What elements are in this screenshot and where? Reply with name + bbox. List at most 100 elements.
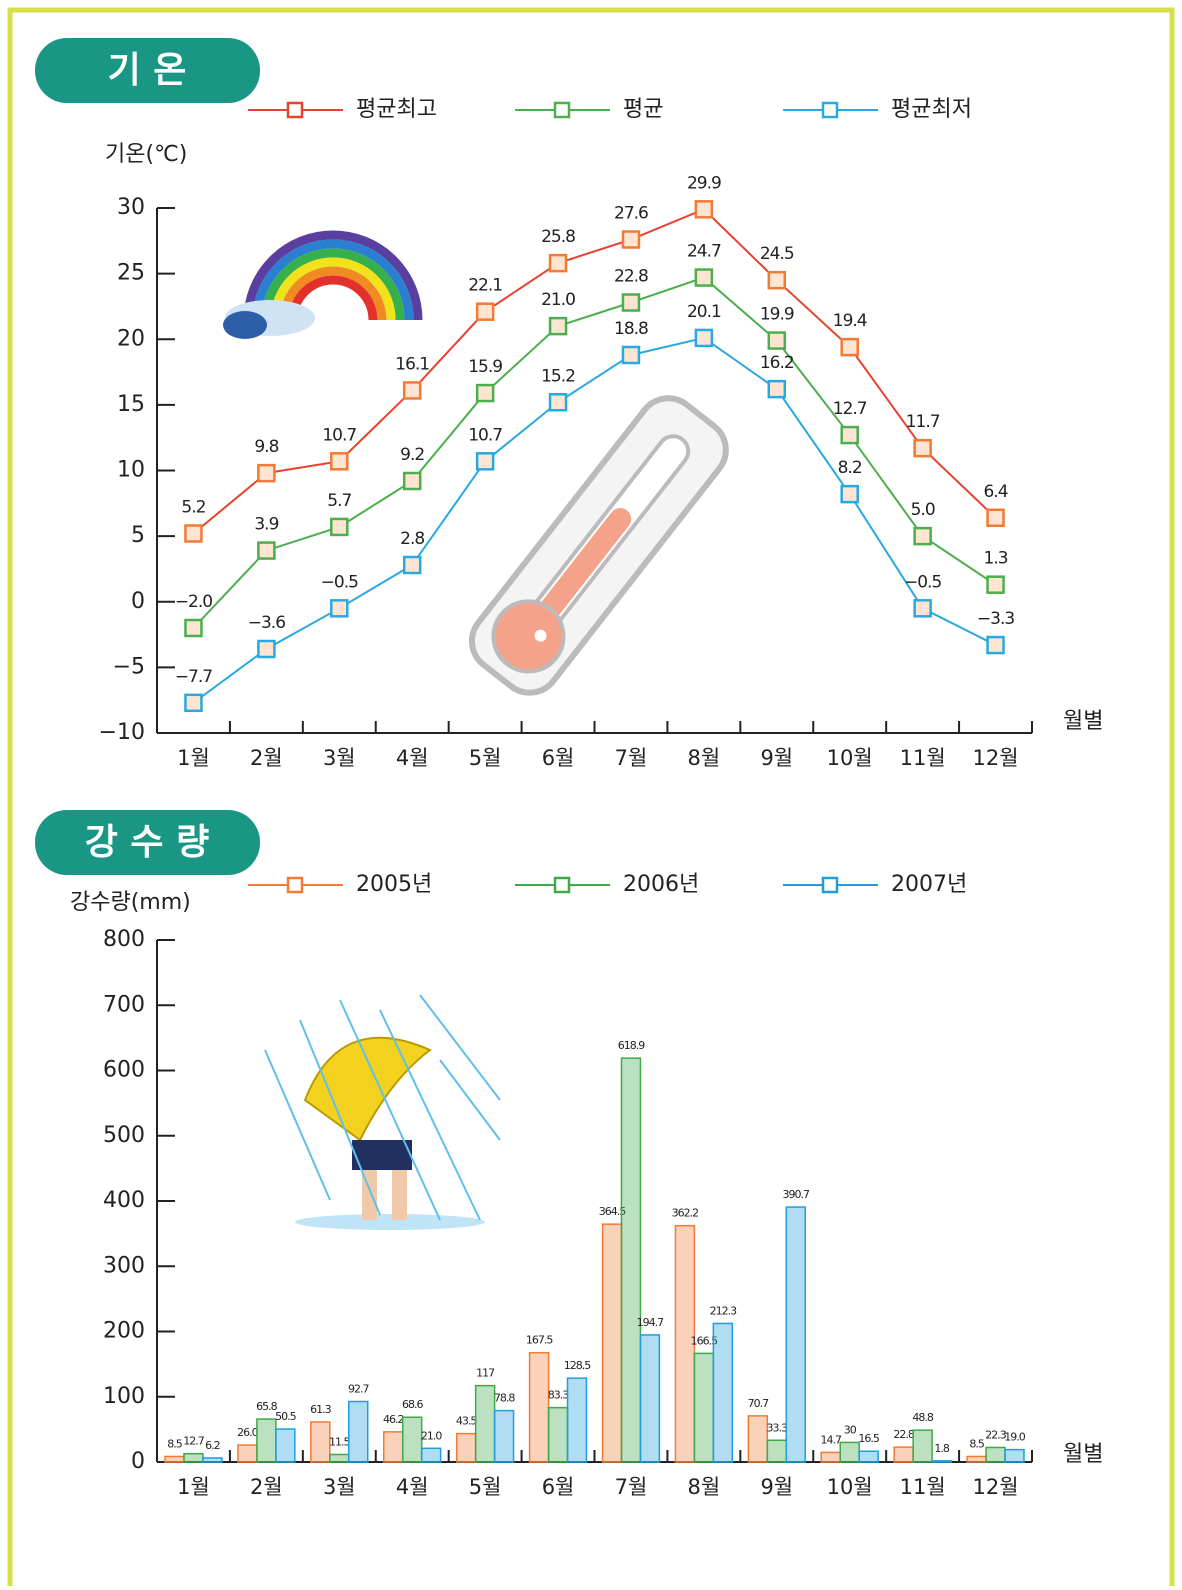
value-label: 33.3 (767, 1421, 788, 1434)
value-label: 21.0 (421, 1429, 442, 1442)
y-axis-label: 강수량(mm) (70, 890, 191, 915)
bar (766, 1439, 788, 1463)
value-label: 50.5 (275, 1410, 296, 1423)
y-tick-label: −5 (113, 654, 145, 679)
value-label: 24.5 (760, 244, 794, 264)
bar (237, 1444, 258, 1463)
y-tick-label: 600 (103, 1058, 145, 1083)
value-label: 8.5 (167, 1437, 182, 1450)
value-label: 68.6 (402, 1398, 423, 1411)
value-label: 16.5 (858, 1432, 879, 1445)
value-label: 5.7 (327, 491, 351, 511)
y-tick-label: 200 (103, 1319, 145, 1344)
data-marker (840, 337, 859, 357)
x-tick-label: 8월 (688, 1475, 721, 1499)
series-line (192, 276, 997, 629)
bar (474, 1384, 496, 1463)
value-label: 12.7 (833, 399, 867, 419)
legend-marker (553, 876, 571, 894)
x-tick-label: 11월 (900, 746, 946, 770)
data-marker (913, 526, 932, 546)
legend-marker (553, 101, 571, 119)
y-tick-label: 0 (131, 1449, 145, 1474)
y-tick-label: 30 (117, 195, 145, 220)
value-label: 11.7 (906, 412, 940, 432)
title-badge (35, 810, 260, 875)
value-label: −0.5 (904, 572, 941, 592)
x-tick-label: 5월 (469, 1475, 502, 1499)
data-marker (548, 316, 568, 336)
value-label: 43.5 (456, 1415, 477, 1428)
y-tick-label: 100 (103, 1384, 145, 1409)
data-marker (913, 599, 932, 618)
value-label: 128.5 (564, 1359, 591, 1372)
value-label: 22.1 (468, 276, 502, 296)
x-tick-label: 7월 (615, 746, 648, 770)
data-marker (767, 270, 787, 290)
value-label: 16.1 (395, 354, 429, 374)
legend-label: 평균최고 (356, 97, 437, 122)
data-marker (402, 555, 422, 575)
value-label: 3.9 (254, 515, 278, 535)
value-label: 6.4 (984, 482, 1008, 502)
value-label: 10.7 (322, 425, 356, 445)
bar (693, 1352, 715, 1463)
y-tick-label: 15 (117, 392, 145, 417)
y-tick-label: 500 (103, 1123, 145, 1148)
data-marker (986, 635, 1005, 655)
value-label: 92.7 (348, 1383, 369, 1396)
legend-marker (286, 876, 304, 894)
bar (912, 1429, 933, 1463)
bar (966, 1455, 987, 1463)
value-label: 70.7 (748, 1397, 769, 1410)
data-marker (257, 541, 276, 560)
value-label: 19.4 (833, 311, 867, 331)
y-tick-label: −10 (99, 720, 145, 745)
x-tick-label: 8월 (688, 746, 721, 770)
x-axis-label: 월별 (1063, 709, 1103, 734)
legend-label: 평균최저 (891, 97, 972, 122)
value-label: 24.7 (687, 242, 721, 262)
chart-title: 강 수 량 (85, 822, 209, 863)
data-marker (621, 230, 641, 249)
frame (7, 7, 1175, 1590)
data-marker (330, 452, 349, 471)
legend-label: 2005년 (356, 872, 432, 897)
value-label: 21.0 (541, 290, 575, 310)
value-label: 1.3 (984, 549, 1008, 569)
bar (858, 1450, 879, 1463)
value-label: 26.0 (237, 1426, 258, 1439)
y-tick-label: 20 (117, 326, 145, 351)
bar (985, 1446, 1006, 1463)
value-label: −0.5 (321, 572, 358, 592)
bar (839, 1441, 860, 1463)
x-tick-label: 9월 (760, 746, 793, 770)
value-label: 362.2 (672, 1207, 699, 1220)
y-tick-label: 400 (103, 1188, 145, 1213)
value-label: 19.9 (760, 305, 794, 325)
data-marker (840, 425, 859, 445)
data-marker (840, 484, 859, 504)
x-tick-label: 12월 (973, 1475, 1019, 1499)
series-line (192, 336, 996, 704)
data-marker (694, 200, 714, 219)
bar (674, 1224, 696, 1463)
value-label: 212.3 (710, 1304, 737, 1317)
bar (455, 1432, 477, 1463)
data-marker (184, 693, 203, 713)
bar (566, 1377, 588, 1463)
y-axis-label: 기온(℃) (105, 142, 187, 167)
data-marker (475, 302, 495, 321)
value-label: 390.7 (783, 1188, 810, 1201)
data-marker (621, 293, 641, 312)
x-tick-label: 2월 (250, 1475, 283, 1499)
data-marker (402, 381, 422, 400)
bar (547, 1406, 569, 1463)
bar (493, 1409, 515, 1463)
value-label: 167.5 (526, 1334, 553, 1347)
value-label: 78.8 (494, 1392, 515, 1405)
value-label: 16.2 (760, 353, 794, 373)
data-marker (475, 452, 495, 471)
